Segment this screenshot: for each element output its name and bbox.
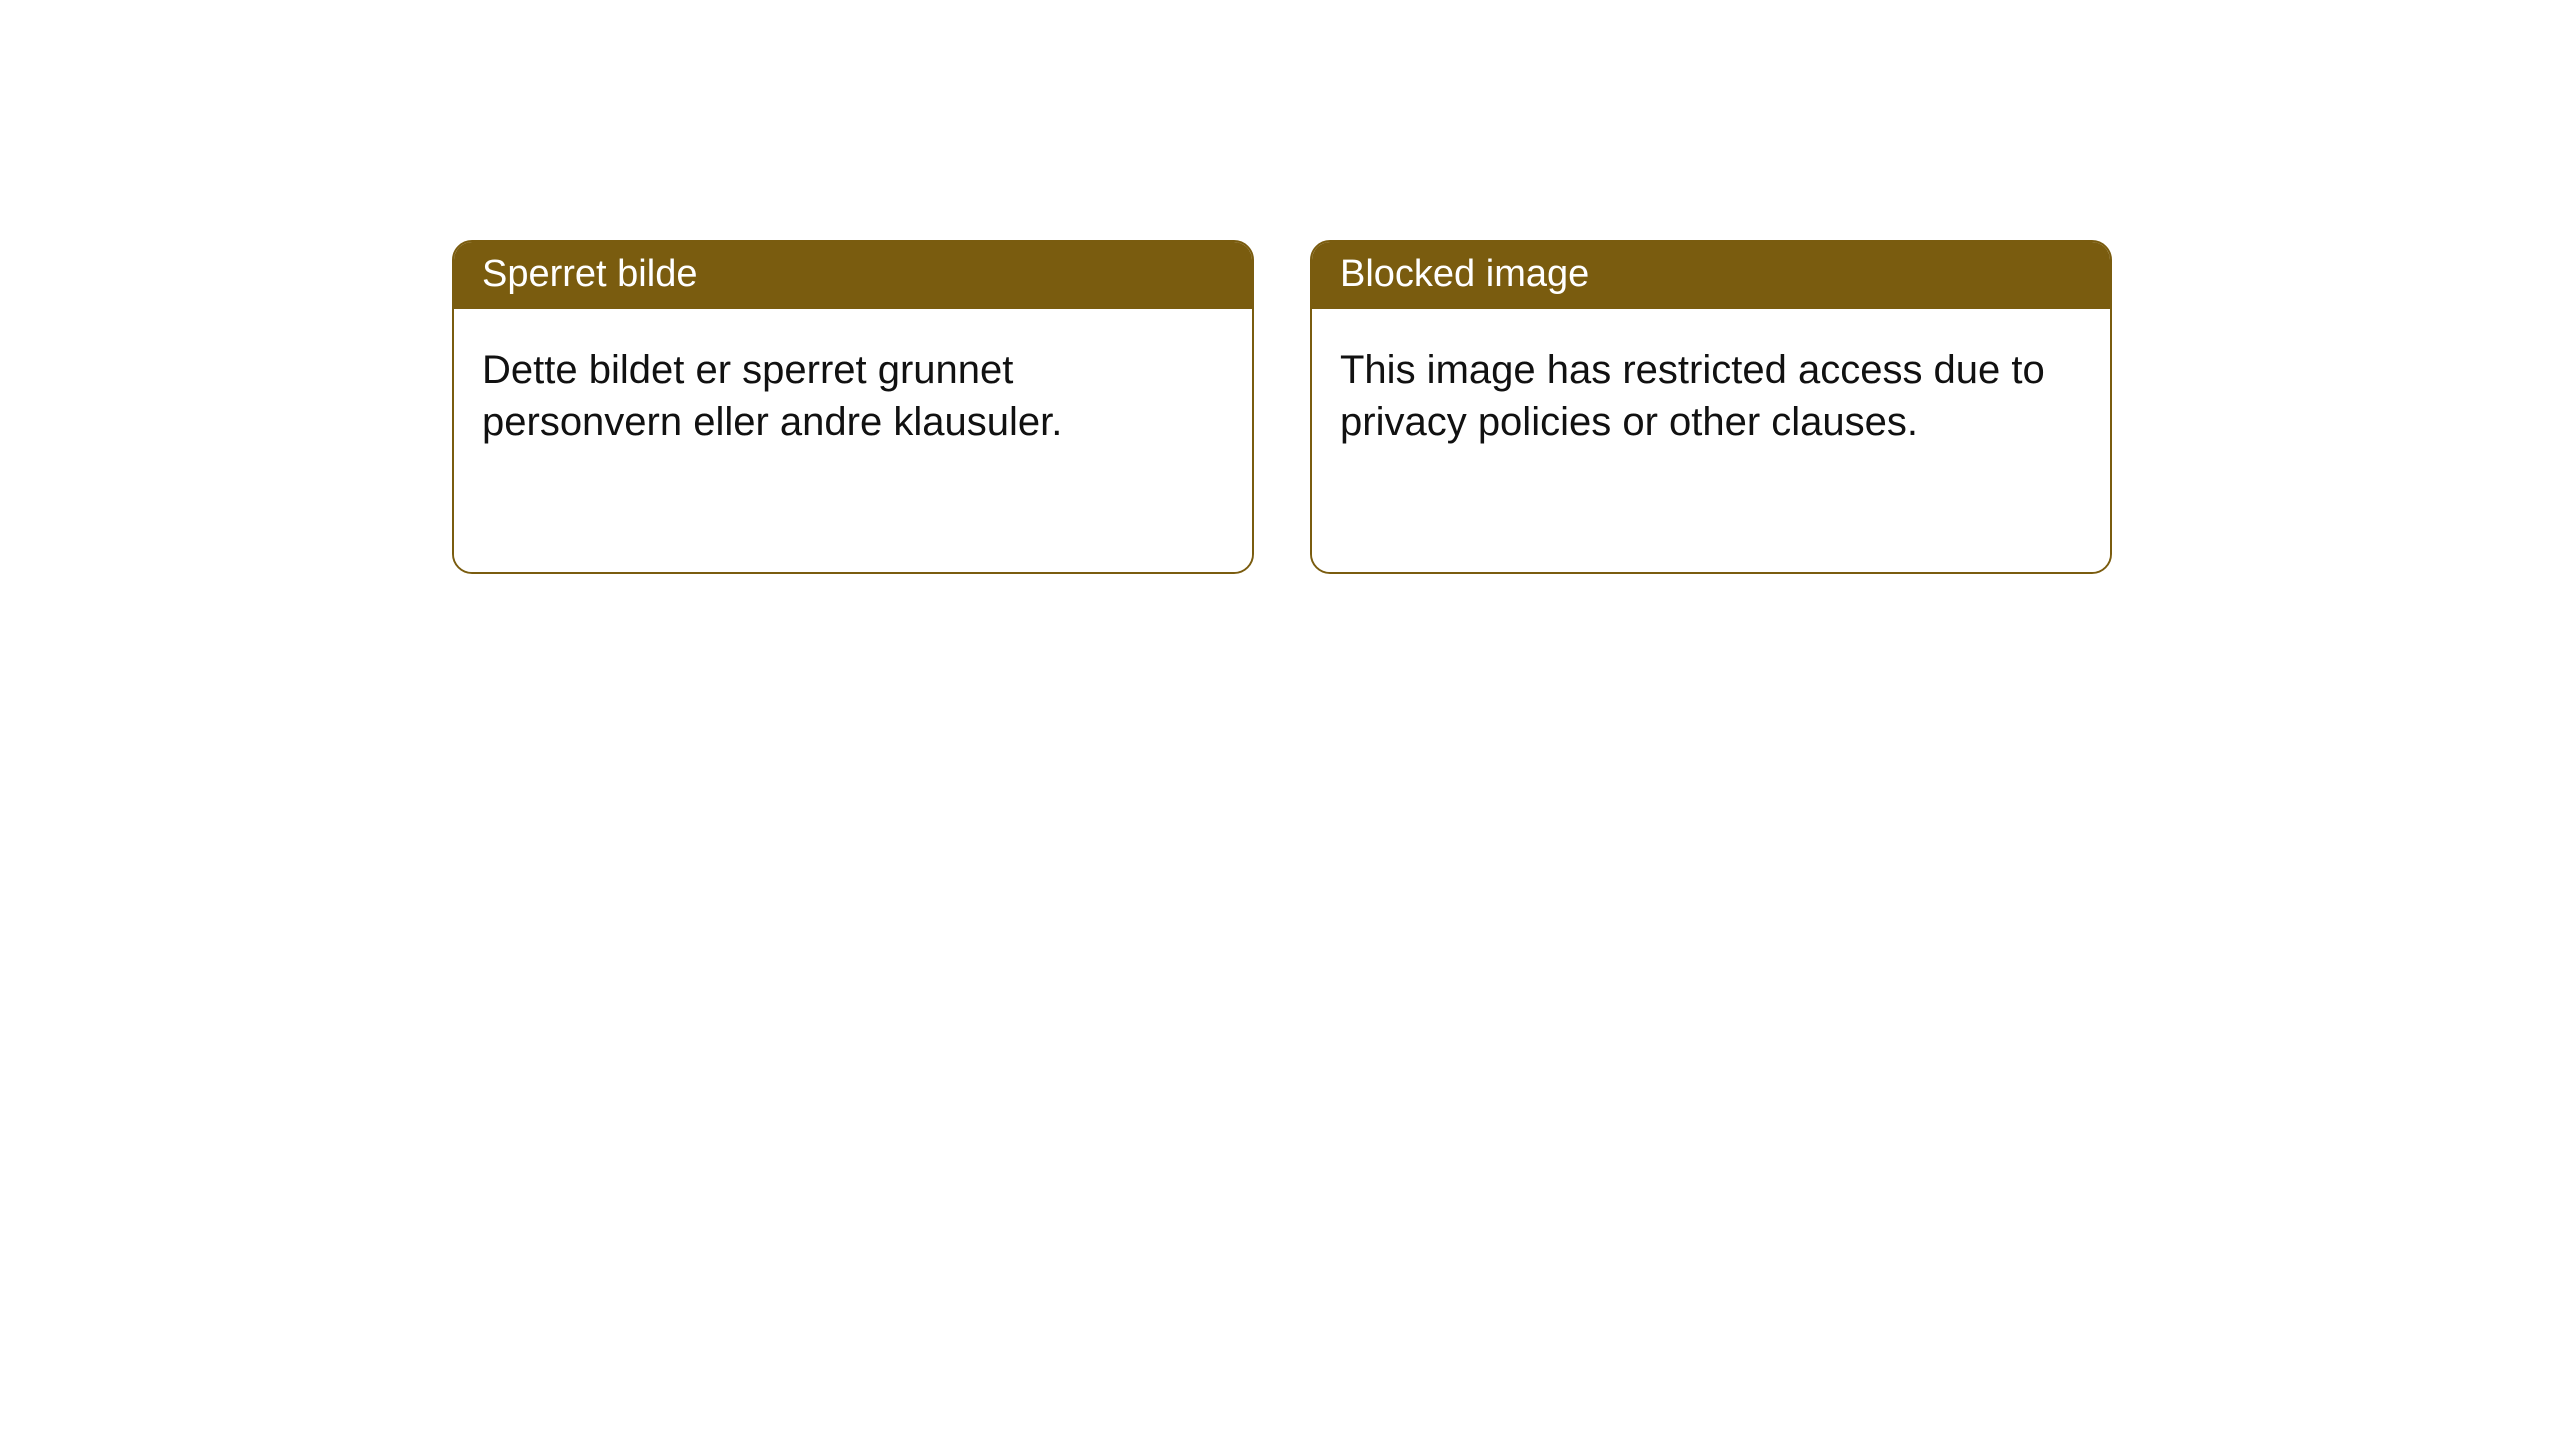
- notice-container: Sperret bilde Dette bildet er sperret gr…: [0, 0, 2560, 574]
- notice-card-norwegian: Sperret bilde Dette bildet er sperret gr…: [452, 240, 1254, 574]
- card-title: Sperret bilde: [454, 242, 1252, 309]
- card-body-text: This image has restricted access due to …: [1312, 309, 2110, 572]
- card-title: Blocked image: [1312, 242, 2110, 309]
- card-body-text: Dette bildet er sperret grunnet personve…: [454, 309, 1252, 572]
- notice-card-english: Blocked image This image has restricted …: [1310, 240, 2112, 574]
